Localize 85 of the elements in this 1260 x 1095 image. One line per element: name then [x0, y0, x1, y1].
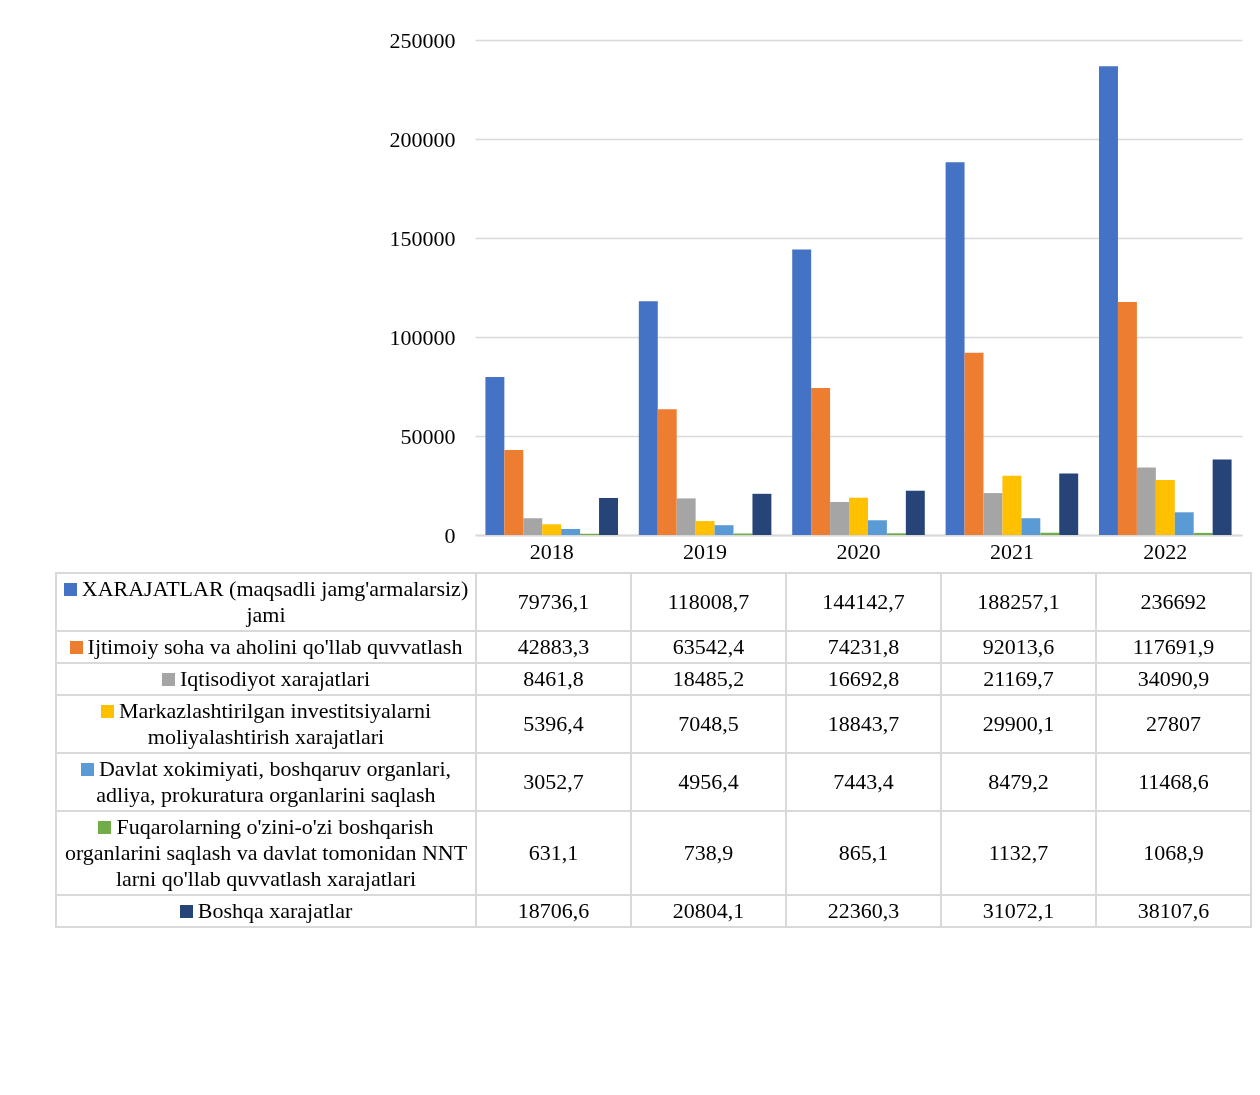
bar [983, 493, 1003, 535]
bar [485, 377, 505, 535]
data-label: 92013,6 [941, 631, 1096, 663]
y-tick-label: 150000 [389, 225, 456, 251]
data-label: 31072,1 [941, 895, 1096, 927]
x-tick-label: 2020 [836, 538, 881, 564]
bar [676, 498, 696, 535]
bar [714, 525, 734, 535]
y-tick-label: 250000 [389, 27, 456, 53]
data-label: 631,1 [476, 811, 631, 895]
data-label: 38107,6 [1096, 895, 1251, 927]
bar [752, 493, 772, 535]
legend-label: XARAJATLAR (maqsadli jamg'armalarsiz) jami [56, 573, 476, 631]
data-label: 63542,4 [631, 631, 786, 663]
x-tick-label: 2022 [1143, 538, 1188, 564]
bar [792, 249, 812, 535]
bar [504, 450, 524, 535]
data-label: 34090,9 [1096, 663, 1251, 695]
data-label: 117691,9 [1096, 631, 1251, 663]
data-label: 7443,4 [786, 753, 941, 811]
data-label: 5396,4 [476, 695, 631, 753]
data-label: 236692 [1096, 573, 1251, 631]
data-label: 22360,3 [786, 895, 941, 927]
legend-label: Iqtisodiyot xarajatlari [56, 663, 476, 695]
legend-label: Davlat xokimiyati, boshqaruv organlari, adliya, prokuratura organlarini saqlash [56, 753, 476, 811]
data-label: 188257,1 [941, 573, 1096, 631]
data-label: 74231,8 [786, 631, 941, 663]
bar [695, 521, 715, 535]
data-label: 79736,1 [476, 573, 631, 631]
bar [638, 301, 658, 535]
data-label: 8461,8 [476, 663, 631, 695]
data-label: 865,1 [786, 811, 941, 895]
data-label: 3052,7 [476, 753, 631, 811]
bar [905, 490, 925, 535]
data-label: 27807 [1096, 695, 1251, 753]
bar [1174, 512, 1194, 535]
data-label: 11468,6 [1096, 753, 1251, 811]
bar [1059, 473, 1079, 535]
data-label: 21169,7 [941, 663, 1096, 695]
x-tick-label: 2021 [989, 538, 1034, 564]
bar [561, 528, 581, 535]
y-tick-label: 100000 [389, 324, 456, 350]
y-tick-label: 200000 [389, 126, 456, 152]
bar [811, 388, 831, 535]
bar [1136, 467, 1156, 535]
data-label: 144142,7 [786, 573, 941, 631]
bar [523, 518, 543, 535]
data-label: 4956,4 [631, 753, 786, 811]
data-label: 18706,6 [476, 895, 631, 927]
bar [849, 497, 868, 535]
data-label: 7048,5 [631, 695, 786, 753]
data-label: 118008,7 [631, 573, 786, 631]
bar [599, 497, 618, 535]
bar [1193, 532, 1213, 535]
bar [1117, 301, 1137, 535]
bar [867, 520, 887, 535]
bar [945, 162, 965, 535]
bar [1040, 532, 1060, 535]
bar [657, 409, 677, 535]
bar [964, 352, 984, 535]
bar [1099, 66, 1118, 535]
x-tick-label: 2019 [683, 538, 728, 564]
data-label: 29900,1 [941, 695, 1096, 753]
legend-label: Boshqa xarajatlar [56, 895, 476, 927]
bar [830, 501, 850, 535]
data-label: 1132,7 [941, 811, 1096, 895]
data-label: 18843,7 [786, 695, 941, 753]
data-label: 1068,9 [1096, 811, 1251, 895]
data-label: 738,9 [631, 811, 786, 895]
y-tick-label: 50000 [400, 423, 456, 449]
y-tick-label: 0 [444, 522, 456, 548]
bar [1002, 475, 1022, 535]
x-tick-label: 2018 [529, 538, 574, 564]
bar [1212, 459, 1232, 535]
data-label: 20804,1 [631, 895, 786, 927]
bar [542, 524, 562, 535]
bar [1021, 518, 1041, 535]
legend-label: Markazlashtirilgan investitsiyalarni moliyalashtirish xarajatlari [56, 695, 476, 753]
data-label: 16692,8 [786, 663, 941, 695]
bar [1155, 479, 1175, 535]
legend-label: Fuqarolarning o'zini-o'zi boshqarish organlarini saqlash va davlat tomonidan NNT larni qo'llab quvvatlash xarajatlari [56, 811, 476, 895]
legend-label: Ijtimoiy soha va aholini qo'llab quvvatlash [56, 631, 476, 663]
data-label: 8479,2 [941, 753, 1096, 811]
data-label: 18485,2 [631, 663, 786, 695]
data-label: 42883,3 [476, 631, 631, 663]
